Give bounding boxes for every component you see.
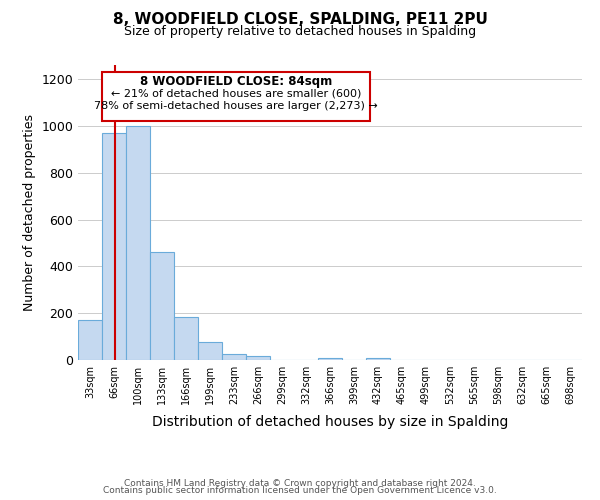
Text: 8 WOODFIELD CLOSE: 84sqm: 8 WOODFIELD CLOSE: 84sqm [140, 74, 332, 88]
Text: Contains HM Land Registry data © Crown copyright and database right 2024.: Contains HM Land Registry data © Crown c… [124, 478, 476, 488]
Bar [246, 356, 270, 360]
Text: ← 21% of detached houses are smaller (600): ← 21% of detached houses are smaller (60… [111, 88, 361, 98]
Text: Contains public sector information licensed under the Open Government Licence v3: Contains public sector information licen… [103, 486, 497, 495]
Text: 8, WOODFIELD CLOSE, SPALDING, PE11 2PU: 8, WOODFIELD CLOSE, SPALDING, PE11 2PU [113, 12, 487, 28]
Text: Size of property relative to detached houses in Spalding: Size of property relative to detached ho… [124, 25, 476, 38]
Text: 78% of semi-detached houses are larger (2,273) →: 78% of semi-detached houses are larger (… [94, 101, 378, 111]
Bar [126, 126, 150, 360]
Bar [222, 354, 246, 360]
Bar [150, 252, 174, 360]
Bar [318, 358, 342, 360]
Bar [78, 320, 102, 360]
Bar [198, 342, 222, 360]
X-axis label: Distribution of detached houses by size in Spalding: Distribution of detached houses by size … [152, 416, 508, 430]
Bar [102, 133, 126, 360]
Y-axis label: Number of detached properties: Number of detached properties [23, 114, 36, 311]
Bar [174, 316, 198, 360]
Bar [366, 358, 390, 360]
